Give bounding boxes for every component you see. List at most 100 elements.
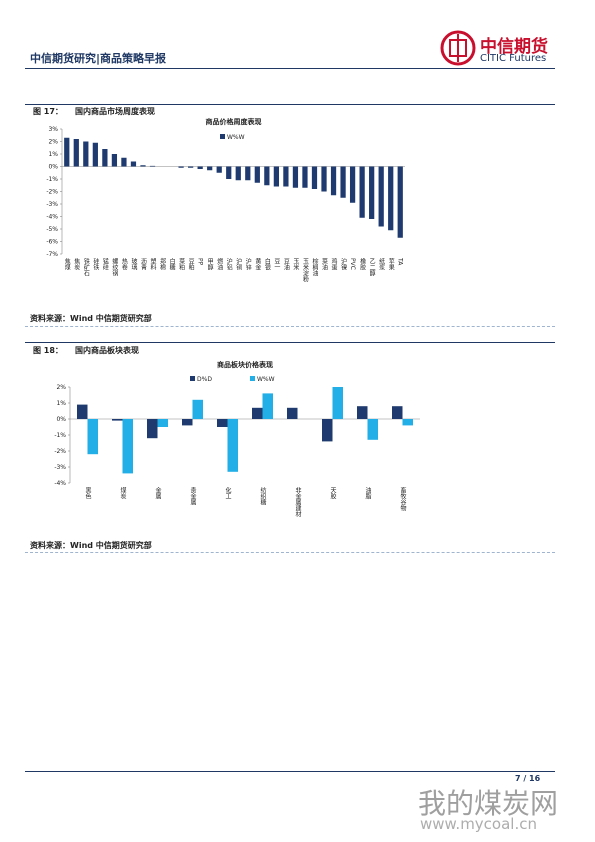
y-tick-label: 2% (48, 139, 58, 146)
bar (122, 419, 133, 474)
logo-icon (440, 30, 476, 66)
y-tick-label: 0% (56, 416, 66, 423)
y-tick-label: -7% (46, 251, 58, 258)
x-tick-label: 棕榈油 (311, 257, 318, 277)
x-tick-label: 煤炭 (119, 486, 126, 500)
x-tick-label: 乙二醇 (368, 258, 375, 277)
bar (121, 157, 127, 167)
x-tick-label: PP (197, 258, 204, 266)
chart-title: 商品价格周度表现 (206, 117, 262, 126)
bar (357, 406, 368, 419)
chart: 商品价格周度表现 W%W -7% -6% -5% -4% -3% -2% -1% 0% 1% 2% 3%… (46, 117, 405, 283)
bar (149, 165, 156, 167)
bar (102, 149, 108, 167)
x-tick-label: 硅铁 (92, 257, 99, 271)
bar (262, 393, 273, 419)
bar (397, 166, 403, 238)
header-title: 中信期货研究|商品策略早报 (30, 52, 167, 65)
x-tick-label: 沪铜 (235, 257, 242, 271)
legend-label: D%D (197, 376, 212, 383)
bar (245, 166, 251, 181)
y-tick-label: 1% (56, 400, 66, 407)
bar (178, 166, 184, 168)
chart: 商品板块价格表现 D%D W%W -4% -3% -2% -1% 0% 1% 2% 黑色 煤炭 金属 贵金… (54, 360, 420, 517)
x-tick-label: 沪镍 (340, 257, 347, 271)
x-tick-label: 金属 (154, 486, 161, 500)
bar (292, 166, 299, 188)
x-tick-label: 甲醇 (206, 258, 213, 271)
bar (287, 407, 298, 419)
y-tick-label: 2% (56, 384, 66, 391)
x-tick-label: 化工 (224, 486, 231, 499)
bar (283, 166, 289, 187)
x-tick-label: 纸浆 (378, 257, 385, 270)
bar (322, 419, 333, 442)
figure-caption: 国内商品板块表现 (75, 346, 139, 355)
x-tick-label: 黑色 (84, 487, 91, 499)
bar (367, 419, 378, 440)
logo-en: CITIC Futures (480, 53, 547, 64)
x-tick-label: 橡胶 (359, 257, 366, 271)
source: 资料来源：Wind 中信期货研究部 (30, 541, 152, 550)
x-tick-label: 豆粕 (187, 258, 194, 271)
fig-rule (25, 342, 555, 343)
figure-caption: 国内商品市场周度表现 (75, 107, 155, 116)
watermark-cn: 我的煤炭网 (418, 787, 559, 820)
x-tick-label: 燃油 (216, 257, 223, 271)
page-number: 7 / 16 (515, 774, 541, 783)
bar (273, 166, 279, 187)
bar (216, 166, 222, 173)
bar (197, 166, 203, 169)
x-tick-label: 沪锌 (244, 257, 251, 271)
bar (226, 166, 232, 179)
bar (321, 166, 327, 192)
footer-rule (25, 771, 555, 772)
y-tick-label: 3% (48, 126, 58, 133)
bar (332, 387, 343, 419)
source: 资料来源：Wind 中信期货研究部 (30, 314, 152, 323)
bar (217, 419, 228, 427)
y-tick-label: -4% (54, 480, 66, 487)
bar (73, 139, 79, 167)
x-tick-label: 贵金属 (189, 486, 196, 506)
bar (330, 166, 337, 196)
x-tick-label: 螺纹钢 (111, 257, 118, 277)
legend-swatch (250, 376, 255, 381)
divider (25, 326, 555, 327)
bar (157, 419, 168, 427)
y-tick-label: -6% (46, 239, 58, 246)
fig-rule (25, 104, 555, 105)
legend-swatch (190, 376, 195, 381)
legend-label: W%W (257, 376, 275, 383)
x-tick-label: 沥青 (139, 257, 146, 271)
bar (182, 419, 193, 426)
watermark-url: www.mycoal.cn (420, 815, 537, 833)
y-tick-label: -3% (46, 201, 58, 208)
x-tick-label: 焦炭 (73, 257, 80, 271)
bar (147, 419, 158, 439)
x-tick-label: 豆油 (282, 258, 289, 271)
bar (392, 406, 403, 419)
x-tick-label: PVC (349, 258, 356, 270)
bar (369, 166, 375, 219)
y-tick-label: -2% (54, 448, 66, 455)
bar (207, 166, 213, 171)
bar (388, 166, 394, 231)
x-tick-label: 白银 (263, 257, 270, 271)
x-tick-label: TA (397, 257, 404, 266)
x-tick-label: 菜油 (321, 257, 328, 271)
x-tick-label: 塑料 (149, 257, 156, 271)
x-tick-label: 郑棉 (159, 257, 166, 271)
x-tick-label: 畜牧谷物 (399, 486, 406, 512)
bar (77, 404, 88, 419)
bar (87, 419, 98, 455)
x-tick-label: 白糖 (168, 257, 175, 271)
header-rule (25, 68, 555, 69)
bar (92, 142, 98, 167)
x-tick-label: 非金属建材 (294, 486, 301, 517)
x-tick-label: 铁矿石 (82, 257, 89, 277)
x-tick-label: 玉米 (292, 258, 299, 271)
x-tick-label: 纺织糖 (259, 486, 266, 506)
y-tick-label: -5% (46, 226, 58, 233)
